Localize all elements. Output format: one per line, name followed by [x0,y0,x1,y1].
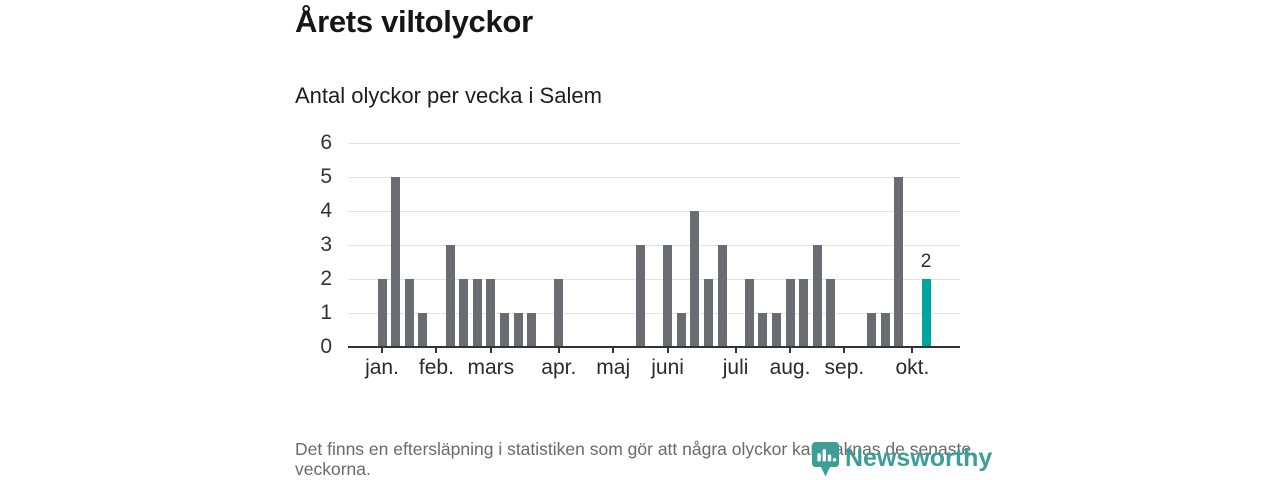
latest-bar-value-label: 2 [920,251,932,272]
bar-week-3 [404,279,414,347]
bar-week-8 [472,279,482,347]
bar-week-9 [486,279,496,347]
plot-area: 0 1 2 3 4 5 6 2 jan. feb. mars apr. maj juni juli aug. s… [320,132,960,379]
chart-title: Årets viltolyckor [295,4,533,39]
y-axis-label-5: 5 [320,165,332,188]
newsworthy-logo-text: Newsworthy [845,444,993,472]
x-axis-tick-juli [734,347,737,353]
x-axis-label-apr: apr. [541,356,577,379]
bar-week-22 [663,245,673,347]
gridline-y4 [348,210,960,212]
bar-week-34 [826,279,836,347]
x-axis-label-aug: aug. [769,356,811,379]
bar-week-14 [554,279,564,347]
bar-week-31 [785,279,795,347]
x-axis-label-mars: mars [467,356,515,379]
bar-week-20 [635,245,645,347]
gridline-y3 [348,244,960,246]
x-axis-tick-sep [843,347,846,353]
x-axis-label-sep: sep. [824,356,865,379]
bar-week-10 [499,313,509,347]
gridline-y6 [348,142,960,144]
x-axis-tick-jan [381,347,383,353]
bar-week-30 [771,313,781,347]
x-axis-tick-feb [435,347,438,353]
x-axis-label-feb: feb. [418,356,454,379]
x-axis-tick-juni [666,347,669,353]
y-axis-label-2: 2 [320,267,332,290]
chart-subtitle: Antal olyckor per vecka i Salem [295,83,602,108]
x-axis-tick-okt [911,347,914,353]
y-axis-label-0: 0 [320,335,332,358]
x-axis-label-juni: juni [651,356,684,379]
bar-week-33 [812,245,822,347]
x-axis-line [348,346,960,348]
gridline-y1 [348,312,960,314]
x-axis-label-okt: okt. [895,356,930,379]
y-axis-label-4: 4 [320,199,332,222]
newsworthy-logo-icon [812,442,839,477]
x-axis-tick-maj [612,347,615,353]
bar-week-29 [758,313,768,347]
bar-week-6 [445,245,455,347]
bar-week-25 [703,279,713,347]
bar-week-latest [921,279,931,347]
gridline-y2 [348,278,960,280]
bar-week-7 [459,279,469,347]
bar-week-1 [377,279,387,347]
bar-week-11 [513,313,523,347]
x-axis-tick-mars [489,347,492,353]
newsworthy-logo: Newsworthy [811,441,992,478]
x-axis-tick-apr [557,347,560,353]
y-axis-label-3: 3 [320,233,332,256]
bar-week-37 [867,313,877,347]
bar-week-23 [676,313,686,347]
x-axis-label-jan: jan. [365,356,399,379]
bar-week-32 [799,279,809,347]
y-axis-label-6: 6 [320,131,332,154]
bar-week-24 [690,211,700,347]
bar-week-39 [894,177,904,347]
bar-week-2 [391,177,401,347]
bar-week-28 [744,279,754,347]
x-axis-tick-aug [789,347,791,353]
bar-week-38 [880,313,890,347]
x-axis-label-maj: maj [596,356,631,379]
bar-week-4 [418,313,428,347]
y-axis-label-1: 1 [320,301,332,324]
x-axis-label-juli: juli [722,356,749,379]
bar-week-26 [717,245,727,347]
footnote: Det finns en eftersläpning i statistiken… [295,439,972,479]
gridline-y5 [348,176,960,178]
bar-week-12 [527,313,537,347]
